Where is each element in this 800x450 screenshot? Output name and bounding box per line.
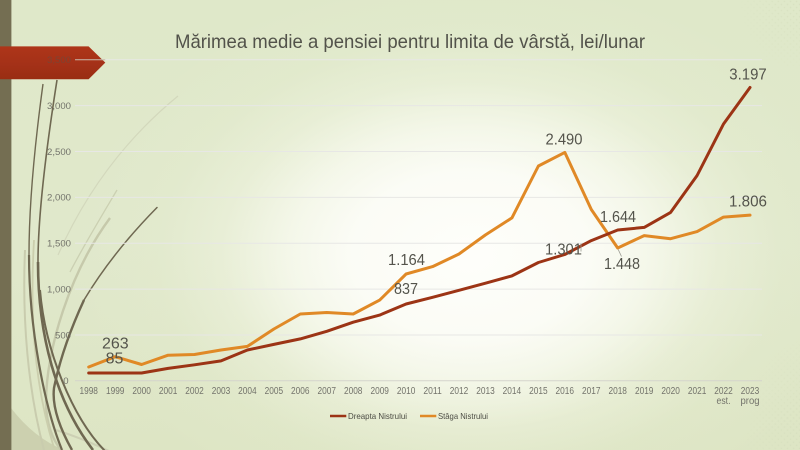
svg-text:2008: 2008 bbox=[344, 386, 363, 397]
svg-text:2015: 2015 bbox=[529, 386, 548, 397]
svg-text:2,000: 2,000 bbox=[47, 193, 71, 204]
svg-text:1.164: 1.164 bbox=[388, 252, 425, 269]
svg-text:2007: 2007 bbox=[318, 386, 337, 397]
svg-text:3.197: 3.197 bbox=[729, 66, 766, 83]
svg-text:85: 85 bbox=[106, 351, 124, 368]
svg-text:3,000: 3,000 bbox=[47, 101, 71, 112]
svg-text:2,500: 2,500 bbox=[47, 147, 71, 158]
svg-text:2014: 2014 bbox=[503, 386, 522, 397]
svg-text:2017: 2017 bbox=[582, 386, 601, 397]
svg-text:1.448: 1.448 bbox=[604, 256, 640, 273]
svg-text:2010: 2010 bbox=[397, 386, 416, 397]
svg-text:prog: prog bbox=[741, 396, 760, 407]
svg-text:2.490: 2.490 bbox=[546, 132, 583, 149]
svg-text:2021: 2021 bbox=[688, 386, 707, 397]
svg-text:2023: 2023 bbox=[741, 386, 760, 397]
svg-text:1.806: 1.806 bbox=[729, 194, 767, 211]
svg-text:2009: 2009 bbox=[370, 386, 389, 397]
svg-text:500: 500 bbox=[55, 330, 71, 341]
svg-text:0: 0 bbox=[63, 376, 68, 387]
svg-text:263: 263 bbox=[102, 336, 129, 353]
svg-text:2000: 2000 bbox=[132, 386, 151, 397]
svg-text:Stâga Nistrului: Stâga Nistrului bbox=[438, 412, 488, 421]
svg-text:est.: est. bbox=[717, 396, 731, 407]
svg-text:3,500: 3,500 bbox=[47, 55, 71, 66]
svg-text:Mărimea medie a pensiei pentru: Mărimea medie a pensiei pentru limita de… bbox=[175, 31, 645, 53]
svg-text:2002: 2002 bbox=[185, 386, 204, 397]
svg-text:1.644: 1.644 bbox=[600, 209, 636, 226]
svg-text:2006: 2006 bbox=[291, 386, 310, 397]
svg-text:2011: 2011 bbox=[423, 386, 442, 397]
svg-text:2013: 2013 bbox=[476, 386, 495, 397]
svg-text:2001: 2001 bbox=[159, 386, 178, 397]
svg-text:2016: 2016 bbox=[556, 386, 575, 397]
svg-text:1,500: 1,500 bbox=[47, 239, 71, 250]
svg-text:2003: 2003 bbox=[212, 386, 231, 397]
svg-text:1.301: 1.301 bbox=[545, 242, 582, 259]
svg-text:2004: 2004 bbox=[238, 386, 257, 397]
svg-text:Dreapta Nistrului: Dreapta Nistrului bbox=[348, 412, 407, 421]
svg-text:2005: 2005 bbox=[265, 386, 284, 397]
svg-text:2019: 2019 bbox=[635, 386, 654, 397]
svg-text:1998: 1998 bbox=[79, 386, 98, 397]
svg-text:2020: 2020 bbox=[661, 386, 680, 397]
svg-text:2012: 2012 bbox=[450, 386, 469, 397]
svg-text:837: 837 bbox=[394, 281, 418, 298]
svg-text:2018: 2018 bbox=[608, 386, 627, 397]
svg-text:2022: 2022 bbox=[714, 386, 733, 397]
svg-text:1,000: 1,000 bbox=[47, 284, 71, 295]
svg-text:1999: 1999 bbox=[106, 386, 125, 397]
